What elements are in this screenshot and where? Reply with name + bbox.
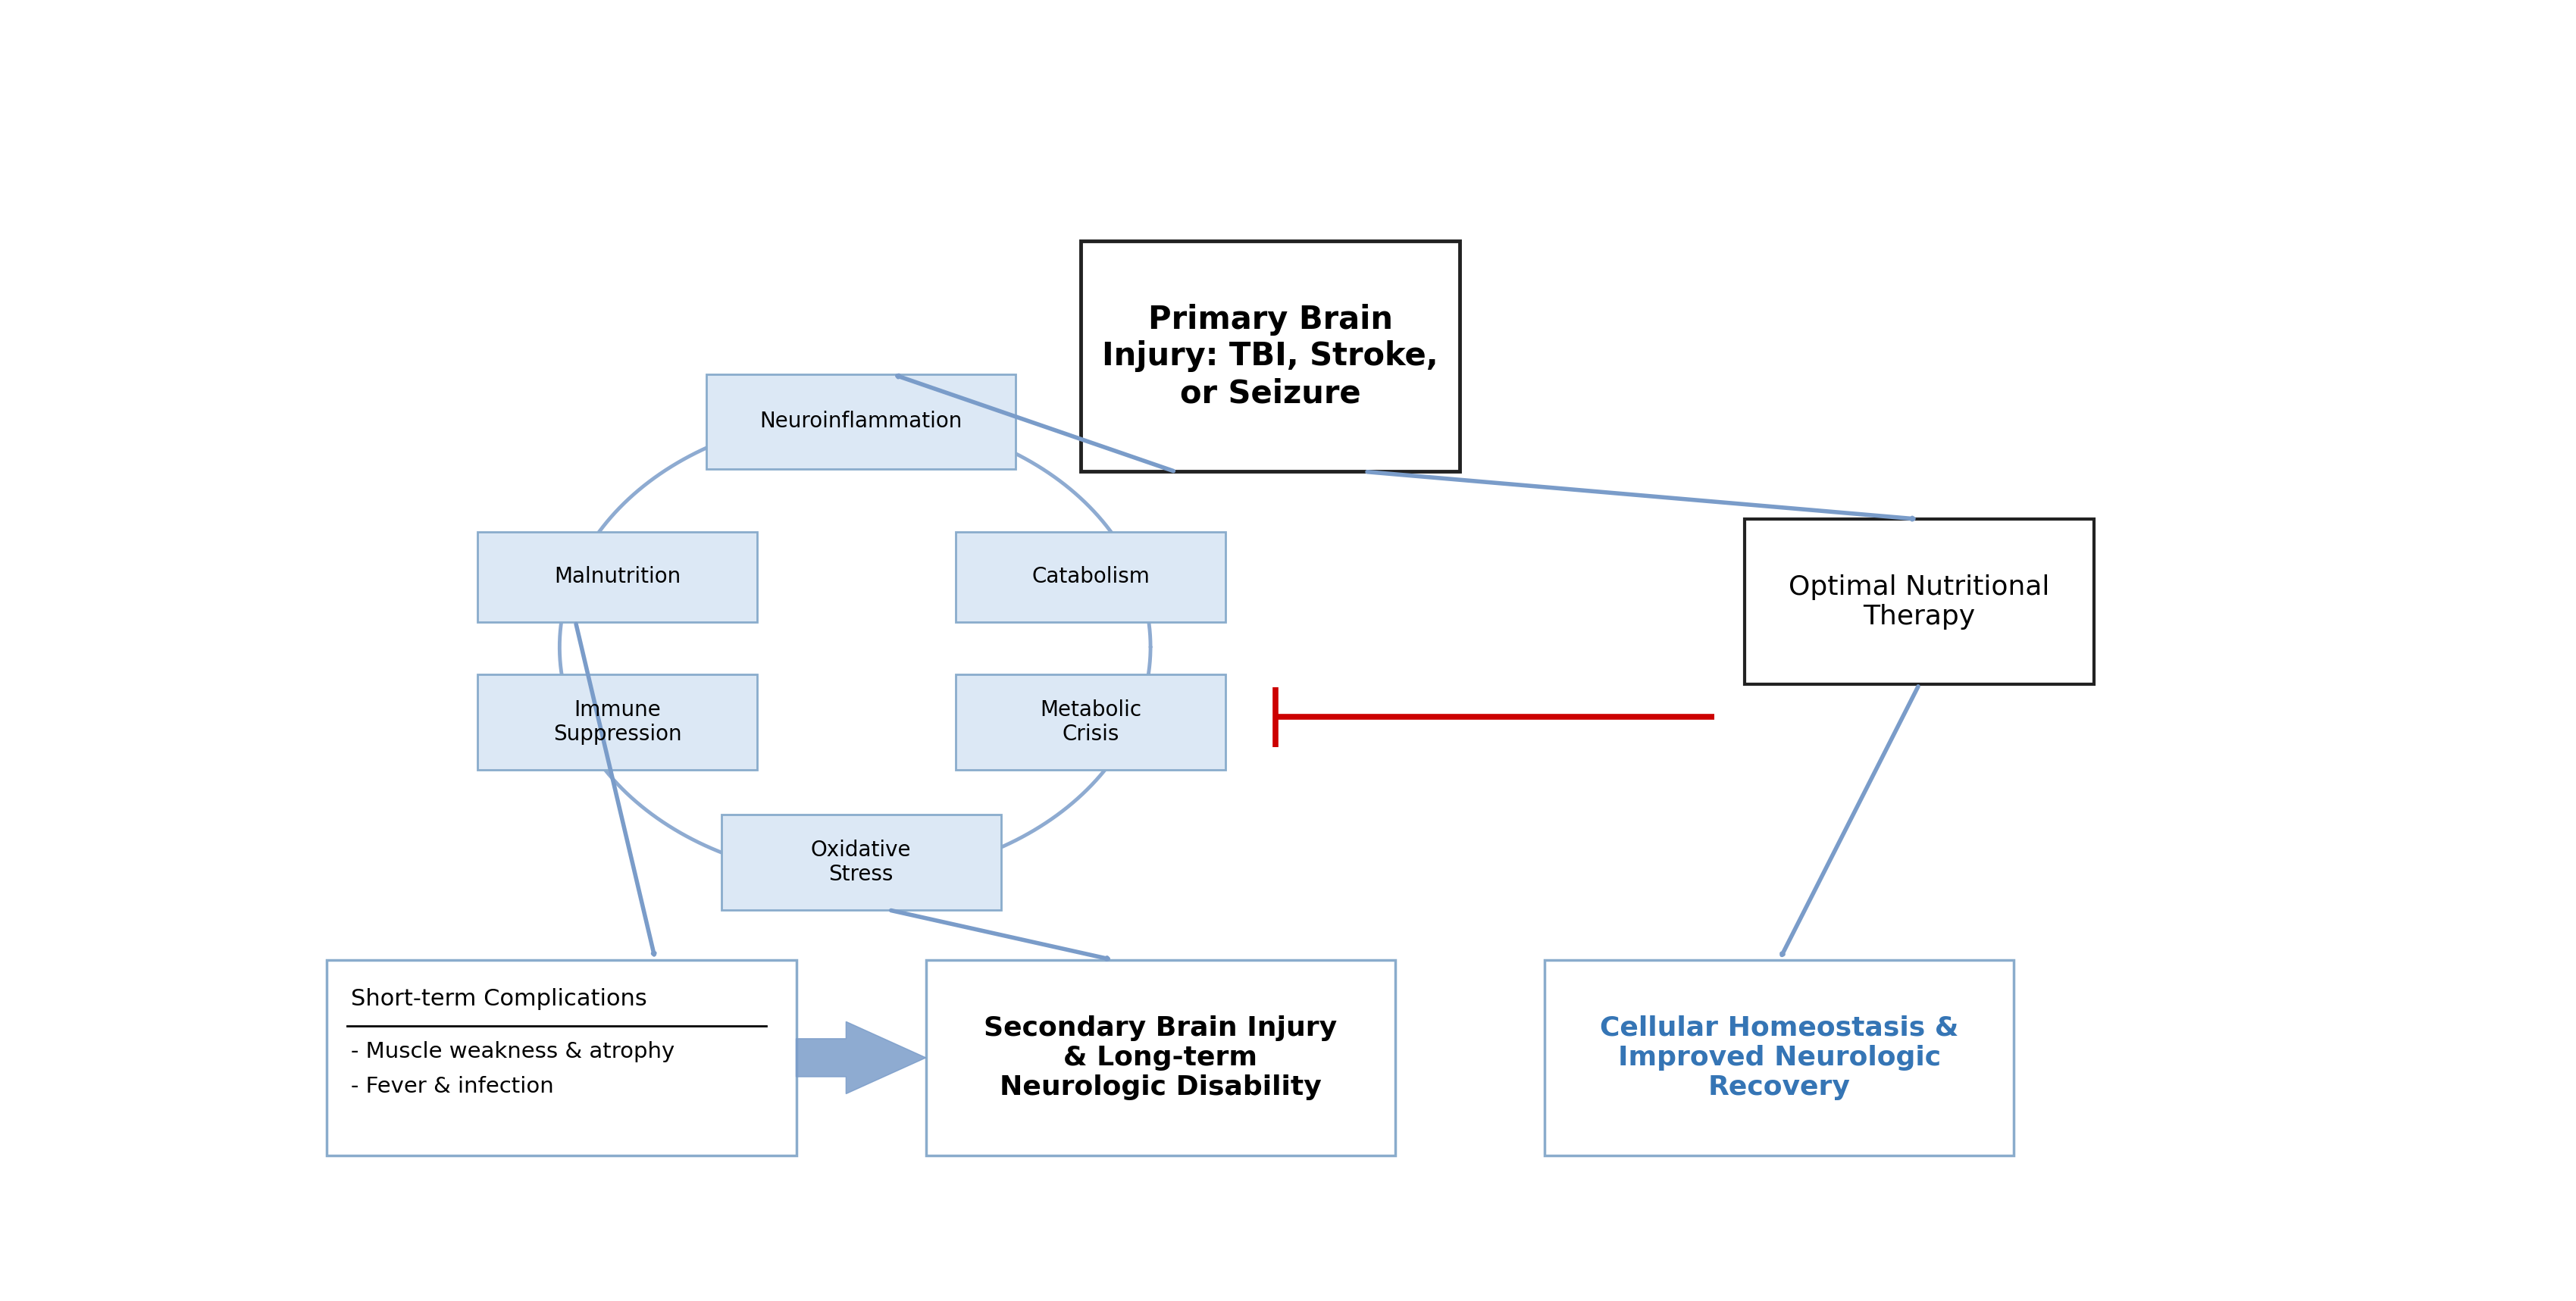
- FancyBboxPatch shape: [327, 960, 796, 1155]
- FancyBboxPatch shape: [956, 674, 1226, 770]
- Text: Catabolism: Catabolism: [1030, 566, 1149, 588]
- Text: Optimal Nutritional
Therapy: Optimal Nutritional Therapy: [1788, 574, 2050, 630]
- FancyBboxPatch shape: [956, 532, 1226, 622]
- Text: Primary Brain
Injury: TBI, Stroke,
or Seizure: Primary Brain Injury: TBI, Stroke, or Se…: [1103, 303, 1437, 410]
- Text: Short-term Complications: Short-term Complications: [350, 987, 647, 1010]
- FancyBboxPatch shape: [1082, 241, 1461, 472]
- Text: Neuroinflammation: Neuroinflammation: [760, 411, 963, 432]
- Text: Immune
Suppression: Immune Suppression: [554, 699, 683, 745]
- FancyBboxPatch shape: [721, 814, 999, 909]
- Text: Malnutrition: Malnutrition: [554, 566, 680, 588]
- FancyBboxPatch shape: [477, 674, 757, 770]
- Text: Cellular Homeostasis &
Improved Neurologic
Recovery: Cellular Homeostasis & Improved Neurolog…: [1600, 1015, 1958, 1101]
- Text: Secondary Brain Injury
& Long-term
Neurologic Disability: Secondary Brain Injury & Long-term Neuro…: [984, 1015, 1337, 1101]
- Polygon shape: [796, 1021, 925, 1094]
- FancyBboxPatch shape: [706, 373, 1015, 470]
- Text: - Muscle weakness & atrophy
- Fever & infection: - Muscle weakness & atrophy - Fever & in…: [350, 1041, 675, 1097]
- FancyBboxPatch shape: [1546, 960, 2014, 1155]
- Text: Metabolic
Crisis: Metabolic Crisis: [1041, 699, 1141, 745]
- FancyBboxPatch shape: [477, 532, 757, 622]
- Text: Oxidative
Stress: Oxidative Stress: [811, 839, 912, 885]
- FancyBboxPatch shape: [1744, 519, 2094, 684]
- FancyBboxPatch shape: [925, 960, 1396, 1155]
